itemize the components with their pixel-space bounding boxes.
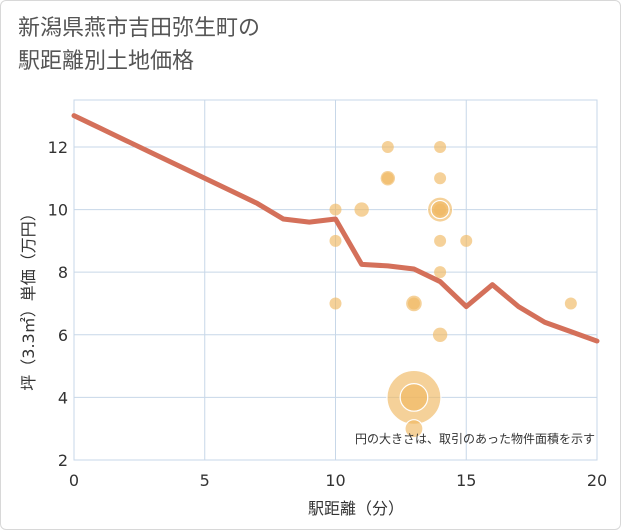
y-tick-label: 6 [58, 326, 68, 345]
scatter-point [434, 203, 447, 216]
scatter-point [434, 266, 447, 279]
x-tick-label: 0 [69, 471, 79, 490]
scatter-points [329, 140, 577, 439]
size-note: 円の大きさは、取引のあった物件面積を示す [355, 431, 595, 446]
scatter-point [381, 172, 394, 185]
title-line-2: 駅距離別土地価格 [18, 49, 195, 74]
y-tick-label: 2 [58, 451, 68, 470]
y-tick-label: 8 [58, 263, 68, 282]
x-tick-label: 15 [456, 471, 476, 490]
scatter-point [381, 140, 394, 153]
y-tick-label: 10 [48, 201, 68, 220]
scatter-point [404, 419, 424, 439]
scatter-point [354, 202, 369, 217]
y-tick-label: 4 [58, 388, 68, 407]
x-axis-label: 駅距離（分） [308, 499, 404, 518]
x-tick-label: 5 [200, 471, 210, 490]
trend-line [71, 113, 600, 344]
scatter-point [434, 140, 447, 153]
scatter-point [407, 297, 420, 310]
chart-title: 新潟県燕市吉田弥生町の 駅距離別土地価格 [18, 12, 260, 78]
y-tick-labels: 2 4 6 8 10 12 [48, 138, 68, 470]
x-tick-label: 20 [587, 471, 607, 490]
scatter-point [460, 234, 473, 247]
x-tick-labels: 0 5 10 15 20 [69, 471, 607, 490]
grid-lines [73, 99, 598, 461]
scatter-point [399, 382, 429, 412]
y-tick-label: 12 [48, 138, 68, 157]
scatter-point [329, 203, 342, 216]
scatter-point [329, 234, 342, 247]
scatter-point [564, 297, 577, 310]
y-axis-label: 坪（3.3㎡）単価（万円） [19, 205, 38, 390]
x-tick-label: 10 [325, 471, 345, 490]
title-line-1: 新潟県燕市吉田弥生町の [18, 16, 261, 41]
scatter-point [329, 297, 342, 310]
trend-line-group [71, 113, 600, 344]
scatter-point [432, 327, 448, 342]
scatter-point [434, 234, 447, 247]
scatter-point [434, 172, 447, 185]
